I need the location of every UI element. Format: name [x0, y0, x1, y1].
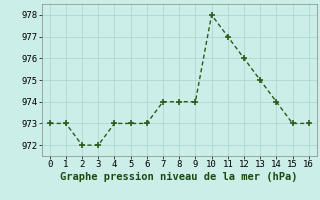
X-axis label: Graphe pression niveau de la mer (hPa): Graphe pression niveau de la mer (hPa): [60, 172, 298, 182]
